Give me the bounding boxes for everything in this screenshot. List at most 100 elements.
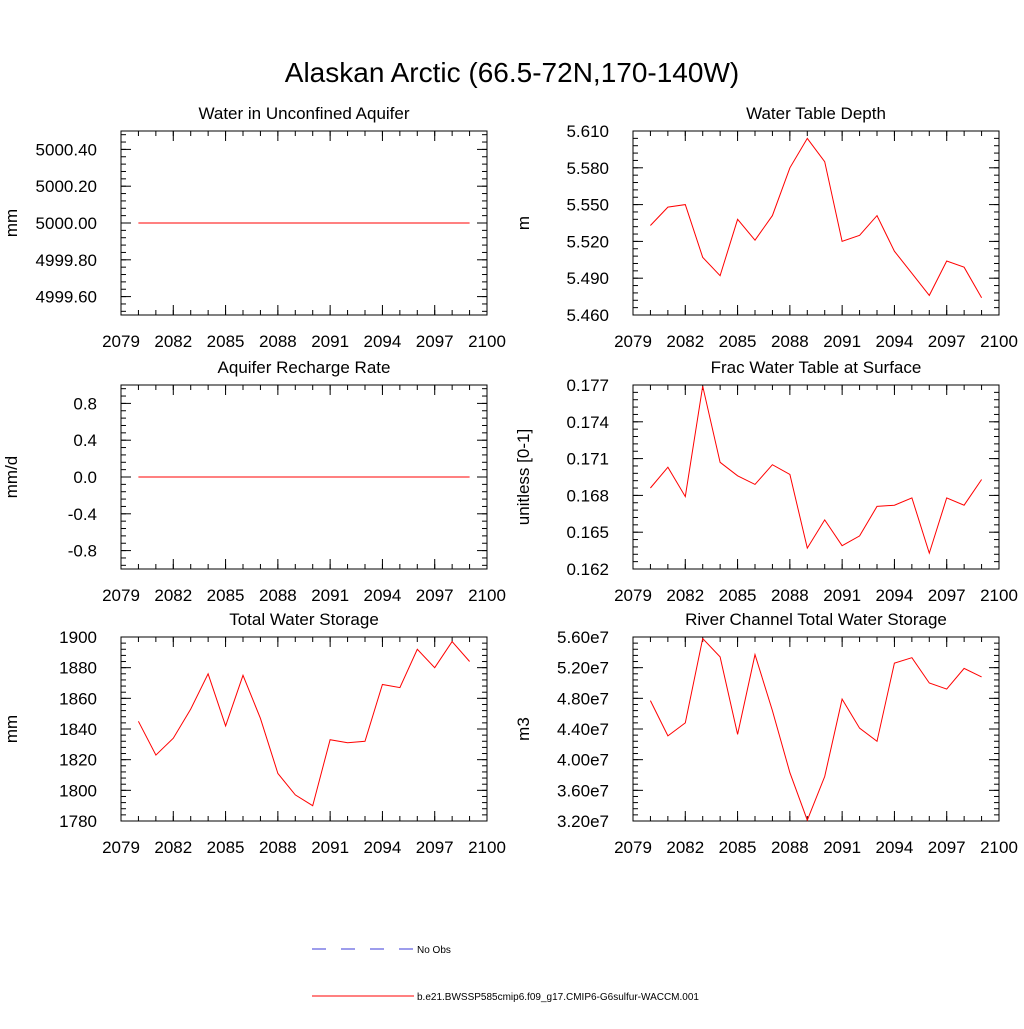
x-tick-label: 2082 (666, 838, 704, 857)
x-tick-label: 2082 (666, 586, 704, 605)
y-tick-label: 5000.40 (36, 140, 97, 159)
x-tick-label: 2088 (259, 586, 297, 605)
x-tick-label: 2088 (259, 332, 297, 351)
y-tick-label: 4.40e7 (557, 720, 609, 739)
x-tick-label: 2097 (416, 332, 454, 351)
y-tick-label: 5.460 (566, 306, 609, 325)
x-tick-label: 2097 (928, 332, 966, 351)
y-tick-label: 4999.60 (36, 288, 97, 307)
x-tick-label: 2085 (719, 332, 757, 351)
y-axis-label: m3 (514, 717, 533, 741)
y-axis-label: mm (2, 715, 21, 743)
panel-tws: Total Water Storage mm 2079 2082 2085 2088 209… (2, 610, 506, 857)
y-tick-label: 0.8 (73, 394, 97, 413)
plot-frame (632, 384, 1000, 570)
x-tick-label: 2091 (823, 838, 861, 857)
panel-aquifer: Water in Unconfined Aquifer mm 2079 2082 208… (2, 104, 506, 351)
y-tick-label: 4.80e7 (557, 689, 609, 708)
x-tick-label: 2085 (719, 838, 757, 857)
y-tick-label: 1880 (59, 659, 97, 678)
x-tick-label: 2100 (468, 586, 506, 605)
x-tick-label: 2085 (207, 332, 245, 351)
y-tick-label: 0.177 (566, 376, 609, 395)
y-tick-label: 5.520 (566, 232, 609, 251)
x-tick-label: 2082 (154, 838, 192, 857)
x-tick-label: 2100 (980, 838, 1018, 857)
y-tick-label: 5.550 (566, 196, 609, 215)
panel-title: Water Table Depth (746, 104, 886, 123)
legend-label-no-obs: No Obs (417, 945, 451, 956)
x-tick-label: 2100 (468, 838, 506, 857)
y-tick-label: 0.171 (566, 450, 609, 469)
x-tick-label: 2088 (259, 838, 297, 857)
series-line (649, 637, 982, 822)
y-tick-label: 1800 (59, 781, 97, 800)
y-tick-label: 5.60e7 (557, 628, 609, 647)
x-tick-label: 2094 (364, 332, 402, 351)
x-tick-label: 2100 (468, 332, 506, 351)
panel-title: River Channel Total Water Storage (685, 610, 947, 629)
panel-recharge: Aquifer Recharge Rate mm/d 2079 2082 2085 208… (2, 358, 506, 605)
y-tick-label: 5.580 (566, 159, 609, 178)
legend-item-model: b.e21.BWSSP585cmip6.f09_g17.CMIP6-G6sulf… (312, 992, 699, 1003)
y-tick-label: 3.60e7 (557, 781, 609, 800)
y-tick-label: 4.00e7 (557, 751, 609, 770)
y-tick-label: 0.0 (73, 468, 97, 487)
plot-frame (632, 130, 1000, 316)
x-tick-label: 2094 (364, 586, 402, 605)
series-line (650, 386, 983, 555)
x-tick-label: 2097 (928, 838, 966, 857)
x-tick-label: 2094 (364, 838, 402, 857)
series-line (650, 137, 983, 299)
x-tick-label: 2088 (771, 332, 809, 351)
y-tick-label: 1860 (59, 689, 97, 708)
panel-title: Total Water Storage (229, 610, 379, 629)
y-tick-label: 0.165 (566, 523, 609, 542)
x-tick-label: 2079 (614, 838, 652, 857)
figure-title: Alaskan Arctic (66.5-72N,170-140W) (285, 57, 739, 88)
x-tick-label: 2100 (980, 586, 1018, 605)
legend-item-no-obs: No Obs (312, 945, 451, 956)
panel-river: River Channel Total Water Storage m3 2079 2… (514, 610, 1018, 857)
x-tick-label: 2097 (416, 586, 454, 605)
x-tick-label: 2094 (876, 332, 914, 351)
y-axis-label: m (514, 216, 533, 230)
x-tick-label: 2082 (666, 332, 704, 351)
legend-label-model: b.e21.BWSSP585cmip6.f09_g17.CMIP6-G6sulf… (417, 992, 699, 1003)
y-tick-label: 3.20e7 (557, 812, 609, 831)
y-tick-label: 5000.00 (36, 214, 97, 233)
y-tick-label: -0.8 (68, 542, 97, 561)
panel-wtd: Water Table Depth m 2079 2082 2085 2088 2091 20… (514, 104, 1018, 351)
x-tick-label: 2079 (614, 586, 652, 605)
y-tick-label: 0.174 (566, 413, 609, 432)
x-tick-label: 2091 (823, 586, 861, 605)
y-axis-label: mm/d (2, 456, 21, 499)
y-tick-label: 5.610 (566, 122, 609, 141)
y-tick-label: 1840 (59, 720, 97, 739)
x-tick-label: 2088 (771, 586, 809, 605)
y-axis-label: mm (2, 209, 21, 237)
y-tick-label: 1820 (59, 751, 97, 770)
x-tick-label: 2079 (102, 838, 140, 857)
y-tick-label: 5000.20 (36, 177, 97, 196)
y-tick-label: 5.20e7 (557, 659, 609, 678)
y-tick-label: 1900 (59, 628, 97, 647)
y-tick-label: 5.490 (566, 269, 609, 288)
panel-fwt: Frac Water Table at Surface unitless [0-1… (514, 358, 1018, 605)
x-tick-label: 2091 (311, 332, 349, 351)
x-tick-label: 2079 (614, 332, 652, 351)
x-tick-label: 2079 (102, 586, 140, 605)
x-tick-label: 2100 (980, 332, 1018, 351)
y-tick-label: 0.4 (73, 431, 97, 450)
plot-frame (632, 636, 1000, 822)
x-tick-label: 2082 (154, 332, 192, 351)
x-tick-label: 2085 (719, 586, 757, 605)
x-tick-label: 2082 (154, 586, 192, 605)
x-tick-label: 2091 (823, 332, 861, 351)
x-tick-label: 2091 (311, 586, 349, 605)
x-tick-label: 2085 (207, 838, 245, 857)
x-tick-label: 2088 (771, 838, 809, 857)
y-axis-label: unitless [0-1] (514, 429, 533, 525)
